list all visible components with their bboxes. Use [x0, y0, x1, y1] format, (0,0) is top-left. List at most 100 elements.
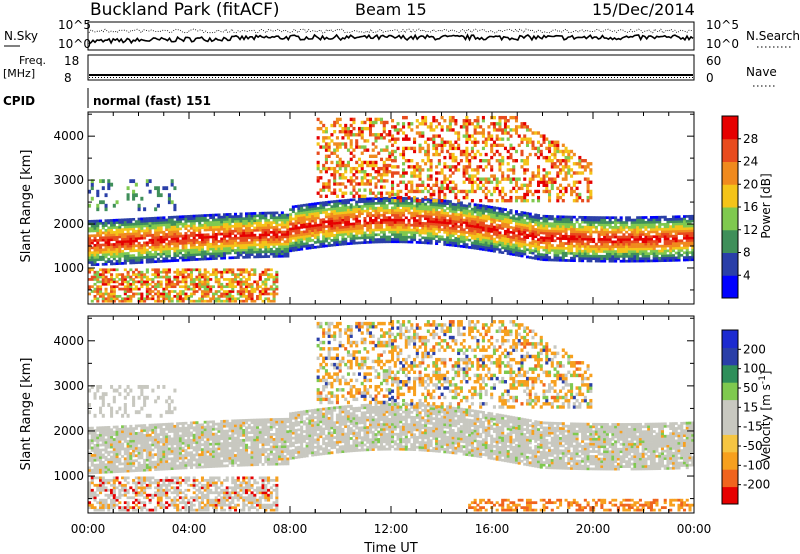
heat-cell — [203, 221, 207, 225]
heat-cell — [415, 240, 419, 244]
heat-cell — [388, 201, 392, 205]
heat-cell — [148, 224, 152, 228]
heat-cell — [151, 245, 155, 249]
heat-cell — [528, 246, 532, 250]
heat-cell — [583, 235, 587, 239]
heat-cell — [440, 237, 444, 241]
heat-cell — [465, 238, 469, 242]
heat-cell — [308, 210, 312, 214]
heat-cell — [514, 195, 519, 200]
heat-cell — [225, 230, 229, 233]
heat-cell — [404, 183, 408, 187]
heat-cell — [156, 290, 160, 293]
heat-cell — [181, 297, 185, 301]
heat-cell — [443, 119, 447, 123]
heat-cell — [586, 183, 590, 187]
heat-cell — [112, 297, 116, 301]
heat-cell — [429, 195, 433, 200]
heat-cell — [355, 200, 359, 204]
heat-cell — [275, 240, 279, 244]
heat-cell — [625, 225, 629, 229]
heat-cell — [123, 290, 127, 293]
heat-cell — [140, 270, 144, 274]
heat-cell — [300, 216, 304, 220]
heat-cell — [429, 159, 433, 163]
heat-cell — [233, 241, 238, 245]
heat-cell — [534, 242, 538, 246]
heat-cell — [181, 241, 185, 245]
heat-cell — [245, 248, 249, 252]
heat-cell — [470, 246, 474, 250]
heat-cell — [561, 234, 565, 238]
heat-cell — [283, 245, 287, 248]
heat-cell — [457, 205, 461, 209]
heat-cell — [550, 234, 554, 238]
heat-cell — [575, 186, 579, 191]
heat-cell — [534, 249, 538, 253]
heat-cell — [503, 232, 507, 236]
heat-cell — [137, 299, 141, 303]
heat-cell — [454, 212, 458, 216]
heat-cell — [594, 228, 598, 232]
heat-cell — [330, 239, 334, 242]
heat-cell — [363, 202, 367, 206]
heat-cell — [110, 278, 114, 281]
heat-cell — [206, 228, 210, 232]
heat-cell — [352, 215, 356, 219]
heat-cell — [151, 278, 155, 281]
heat-cell — [465, 168, 469, 172]
heat-cell — [195, 214, 199, 218]
heat-cell — [462, 240, 466, 244]
heat-cell — [481, 115, 485, 120]
heat-cell — [335, 145, 339, 149]
heat-cell — [189, 243, 193, 247]
heat-cell — [115, 245, 119, 249]
heat-cell — [231, 290, 235, 293]
heat-cell — [96, 299, 100, 303]
heat-cell — [363, 233, 367, 237]
heat-cell — [545, 186, 549, 191]
heat-cell — [382, 179, 386, 183]
heat-cell — [382, 120, 386, 125]
heat-cell — [542, 224, 546, 228]
heat-cell — [616, 228, 620, 232]
heat-cell — [96, 248, 100, 252]
heat-cell — [101, 224, 105, 227]
heat-cell — [132, 217, 136, 221]
heat-cell — [245, 294, 249, 298]
heat-cell — [534, 247, 538, 251]
heat-cell — [145, 241, 149, 245]
heat-cell — [132, 189, 136, 194]
heat-cell — [167, 216, 171, 219]
heat-cell — [250, 250, 254, 254]
heat-cell — [421, 207, 425, 211]
heat-cell — [123, 252, 127, 255]
heat-cell — [333, 219, 337, 223]
heat-cell — [189, 287, 193, 291]
heat-cell — [625, 242, 629, 246]
heat-cell — [346, 136, 350, 140]
heat-cell — [589, 228, 593, 231]
heat-cell — [220, 294, 224, 298]
heat-cell — [575, 192, 579, 197]
heat-cell — [501, 189, 505, 194]
heat-cell — [503, 122, 507, 126]
heat-cell — [473, 237, 477, 240]
heat-cell — [123, 244, 127, 248]
heat-cell — [206, 252, 210, 256]
heat-cell — [220, 225, 224, 229]
heat-cell — [206, 285, 210, 289]
heat-cell — [536, 245, 541, 249]
heat-cell — [550, 186, 554, 191]
heat-cell — [605, 247, 609, 251]
heat-cell — [492, 230, 496, 234]
heat-cell — [605, 254, 609, 258]
heat-cell — [206, 282, 210, 286]
heat-cell — [368, 173, 373, 177]
heat-cell — [385, 240, 389, 244]
heat-cell — [495, 216, 499, 220]
heat-cell — [396, 192, 400, 197]
heat-cell — [101, 275, 105, 279]
heat-cell — [178, 280, 182, 284]
heat-cell — [99, 234, 103, 237]
